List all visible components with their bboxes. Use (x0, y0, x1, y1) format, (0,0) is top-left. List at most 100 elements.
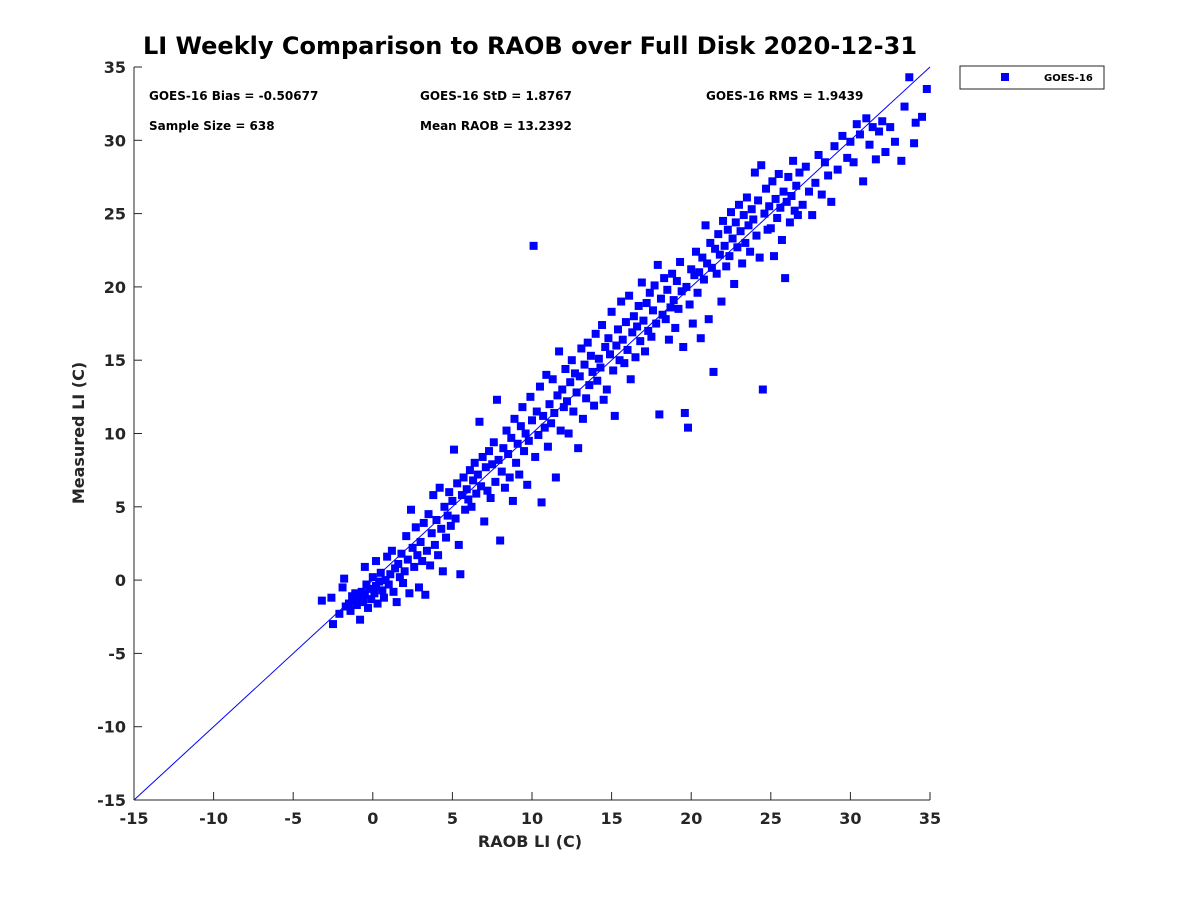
x-tick-label: 35 (919, 809, 941, 828)
data-point (362, 580, 371, 589)
data-point (499, 444, 508, 453)
data-point (465, 466, 474, 475)
data-point (371, 557, 380, 566)
data-point (432, 515, 441, 524)
data-point (435, 483, 444, 492)
data-point (890, 137, 899, 146)
data-point (808, 211, 817, 220)
data-point (570, 369, 579, 378)
data-point (516, 422, 525, 431)
data-point (403, 555, 412, 564)
data-point (364, 603, 373, 612)
data-point (604, 334, 613, 343)
data-point (711, 244, 720, 253)
data-point (583, 338, 592, 347)
data-point (561, 364, 570, 373)
data-point (508, 496, 517, 505)
data-point (497, 467, 506, 476)
data-point (551, 473, 560, 482)
data-point (502, 426, 511, 435)
x-axis-label: RAOB LI (C) (478, 832, 582, 851)
data-point (695, 268, 704, 277)
data-point (360, 562, 369, 571)
tick-labels: -15 -10 -5 0 5 10 15 20 25 30 35 -15 -10 -5 0 5 10 15 20 25… (97, 58, 941, 828)
data-point (593, 376, 602, 385)
data-point (707, 263, 716, 272)
data-point (784, 172, 793, 181)
data-point (625, 291, 634, 300)
data-point (566, 378, 575, 387)
data-point (512, 458, 521, 467)
data-point (645, 288, 654, 297)
data-point (865, 140, 874, 149)
data-point (569, 407, 578, 416)
data-point (381, 576, 390, 585)
data-point (419, 518, 428, 527)
data-point (352, 601, 361, 610)
data-point (449, 445, 458, 454)
data-point (461, 505, 470, 514)
data-point (793, 211, 802, 220)
data-point (621, 318, 630, 327)
x-tick-label: -5 (284, 809, 302, 828)
data-point (663, 285, 672, 294)
data-point (752, 231, 761, 240)
data-point (559, 403, 568, 412)
data-point (453, 479, 462, 488)
data-point (524, 436, 533, 445)
data-point (629, 312, 638, 321)
mean-raob-annotation: Mean RAOB = 13.2392 (420, 119, 572, 133)
data-point (459, 473, 468, 482)
data-point (427, 529, 436, 538)
data-point (878, 117, 887, 126)
y-tick-label: 20 (104, 278, 126, 297)
data-point (771, 194, 780, 203)
data-point (531, 452, 540, 461)
data-point (722, 262, 731, 271)
data-point (910, 139, 919, 148)
data-point (769, 252, 778, 261)
data-point (905, 73, 914, 82)
data-point (776, 203, 785, 212)
data-point (414, 583, 423, 592)
data-point (801, 162, 810, 171)
data-point (859, 177, 868, 186)
data-point (911, 118, 920, 127)
data-point (467, 502, 476, 511)
data-point (354, 593, 363, 602)
data-point (395, 573, 404, 582)
data-point (744, 221, 753, 230)
data-point (650, 281, 659, 290)
data-point (685, 300, 694, 309)
data-point (384, 580, 393, 589)
data-point (647, 332, 656, 341)
data-point (701, 221, 710, 230)
x-tick-label: 15 (600, 809, 622, 828)
data-point (434, 551, 443, 560)
bias-annotation: GOES-16 Bias = -0.50677 (149, 89, 318, 103)
y-tick-label: -5 (108, 644, 126, 663)
data-point (676, 257, 685, 266)
data-point (824, 171, 833, 180)
rms-annotation: GOES-16 RMS = 1.9439 (706, 89, 863, 103)
data-point (758, 385, 767, 394)
data-point (634, 301, 643, 310)
data-point (489, 438, 498, 447)
data-point (421, 590, 430, 599)
data-point (691, 247, 700, 256)
data-point (897, 156, 906, 165)
std-annotation: GOES-16 StD = 1.8767 (420, 89, 572, 103)
data-point (505, 473, 514, 482)
data-point (518, 403, 527, 412)
data-point (558, 385, 567, 394)
x-tick-label: 25 (760, 809, 782, 828)
data-point (413, 551, 422, 560)
data-point (628, 328, 637, 337)
data-point (356, 615, 365, 624)
x-tick-label: 10 (521, 809, 543, 828)
data-point (430, 540, 439, 549)
data-point (391, 564, 400, 573)
data-point (703, 259, 712, 268)
data-point (451, 514, 460, 523)
data-point (642, 299, 651, 308)
